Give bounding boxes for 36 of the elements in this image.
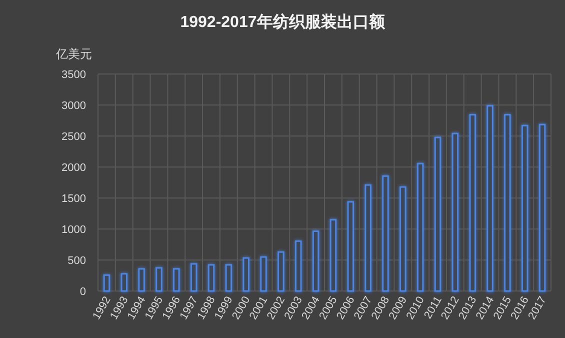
y-tick-label: 0 bbox=[80, 286, 86, 298]
bar bbox=[173, 268, 180, 292]
bar bbox=[400, 186, 406, 292]
bar bbox=[260, 256, 267, 292]
bar bbox=[138, 268, 145, 292]
bar bbox=[190, 263, 198, 292]
bar bbox=[347, 201, 354, 292]
bar bbox=[242, 257, 250, 292]
y-tick-label: 1500 bbox=[62, 193, 86, 205]
y-tick-label: 2000 bbox=[62, 162, 86, 174]
bar bbox=[504, 114, 511, 292]
bar bbox=[416, 162, 424, 292]
bar bbox=[538, 124, 546, 292]
bar bbox=[120, 273, 128, 292]
bar bbox=[278, 251, 284, 292]
bar bbox=[330, 218, 337, 292]
bar bbox=[295, 240, 302, 292]
y-tick-label: 3000 bbox=[62, 100, 86, 112]
bar bbox=[156, 267, 162, 292]
chart-title: 1992-2017年纺织服装出口额 bbox=[180, 13, 386, 31]
bar bbox=[225, 264, 232, 292]
bar bbox=[452, 132, 459, 292]
bar bbox=[486, 105, 494, 292]
bar bbox=[364, 184, 372, 292]
bar bbox=[208, 264, 215, 292]
bar bbox=[382, 175, 389, 292]
bar bbox=[434, 136, 442, 292]
bar bbox=[103, 274, 110, 292]
bar bbox=[312, 230, 320, 292]
y-tick-label: 2500 bbox=[62, 131, 86, 143]
y-tick-label: 1000 bbox=[62, 224, 86, 236]
y-axis-title: 亿美元 bbox=[55, 47, 92, 61]
y-tick-label: 3500 bbox=[62, 69, 86, 81]
y-tick-label: 500 bbox=[68, 255, 86, 267]
bar bbox=[469, 114, 476, 292]
bar bbox=[522, 124, 528, 292]
